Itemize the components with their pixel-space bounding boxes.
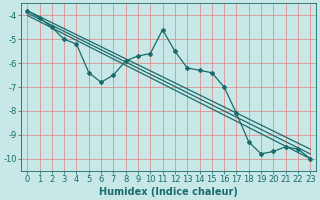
X-axis label: Humidex (Indice chaleur): Humidex (Indice chaleur) [99, 187, 238, 197]
